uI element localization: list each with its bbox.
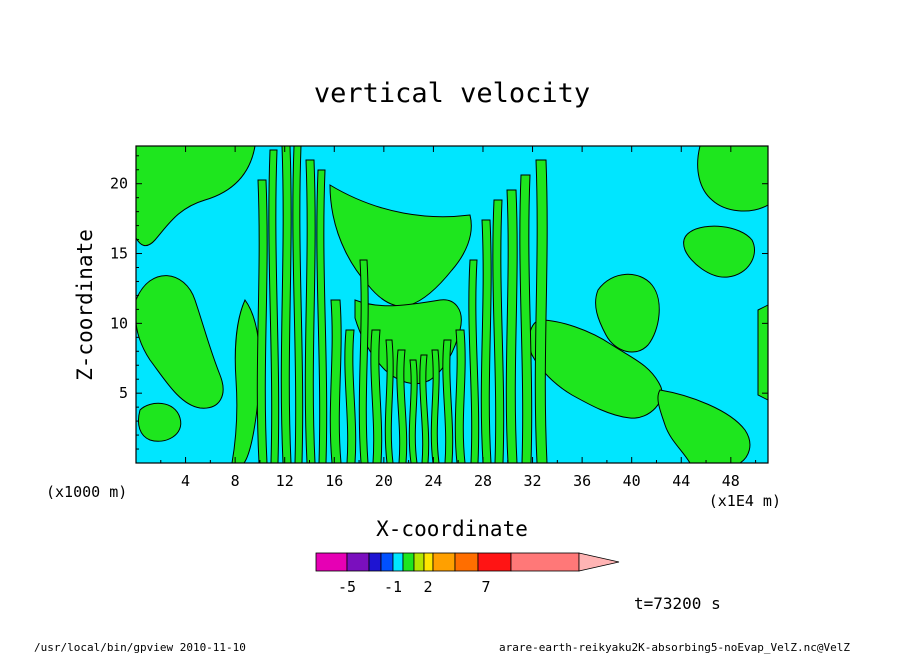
x-axis-title: X-coordinate: [376, 517, 528, 541]
positive-band: [480, 219, 492, 463]
colorbar-cell: [432, 552, 456, 572]
positive-band: [344, 329, 357, 463]
field-positive-regions: [136, 146, 768, 463]
x-tick-label: 44: [672, 472, 690, 490]
positive-band: [454, 329, 466, 463]
x-ticks: 4 8 12 16 20 24 28 32 36 40 44 48: [160, 146, 757, 490]
plot-frame: [135, 145, 769, 464]
colorbar-cell: [392, 552, 404, 572]
positive-band: [316, 169, 328, 463]
x-tick-label: 36: [573, 472, 591, 490]
y-tick-label: 15: [110, 245, 128, 263]
positive-region: [528, 319, 663, 419]
x-tick-label: 48: [722, 472, 740, 490]
positive-band: [329, 299, 342, 463]
positive-band: [370, 329, 383, 463]
y-tick-label: 5: [119, 384, 128, 402]
positive-band: [442, 339, 454, 463]
colorbar-label: 7: [481, 578, 490, 596]
colorbar-cell: [477, 552, 512, 572]
x-tick-label: 24: [424, 472, 442, 490]
x-tick-label: 32: [524, 472, 542, 490]
y-axis-title: Z-coordinate: [73, 229, 97, 381]
positive-band: [534, 159, 548, 463]
y-tick-label: 10: [110, 314, 128, 332]
positive-band: [519, 174, 533, 463]
x-tick-label: 28: [474, 472, 492, 490]
x-tick-label: 12: [276, 472, 294, 490]
x-tick-label: 16: [325, 472, 343, 490]
positive-band: [292, 146, 304, 463]
positive-band: [396, 349, 408, 463]
colorbar-cell: [402, 552, 415, 572]
plot-area: [136, 146, 768, 463]
colorbar-label: 2: [423, 578, 432, 596]
x-tick-label: 8: [231, 472, 240, 490]
positive-region: [136, 275, 224, 409]
colorbar-cell: [315, 552, 348, 572]
colorbar-cell: [413, 552, 425, 572]
positive-region: [697, 146, 768, 212]
positive-band: [492, 199, 505, 463]
footer-left: /usr/local/bin/gpview 2010-11-10: [34, 641, 246, 654]
colorbar-cell: [423, 552, 434, 572]
positive-region: [595, 273, 660, 353]
colorbar-label: -1: [384, 578, 402, 596]
footer-right: arare-earth-reikyaku2K-absorbing5-noEvap…: [499, 641, 850, 654]
positive-band: [384, 339, 394, 463]
positive-band: [468, 259, 480, 463]
colorbar-cell: [510, 552, 580, 572]
colorbar-cell: [368, 552, 382, 572]
x-tick-label: 40: [623, 472, 641, 490]
time-label: t=73200 s: [634, 594, 721, 613]
colorbar: [315, 552, 620, 572]
colorbar-cell: [346, 552, 370, 572]
positive-region: [136, 146, 256, 247]
colorbar-labels: -5 -1 2 7: [338, 578, 491, 596]
x-tick-label: 20: [375, 472, 393, 490]
positive-band: [268, 149, 280, 463]
positive-band: [358, 259, 369, 463]
positive-region: [757, 304, 768, 401]
colorbar-cell: [380, 552, 394, 572]
x-tick-label: 4: [181, 472, 190, 490]
x-unit-right: (x1E4 m): [709, 492, 781, 510]
positive-band: [280, 146, 292, 463]
y-tick-label: 20: [110, 175, 128, 193]
positive-band: [408, 359, 418, 463]
positive-region: [137, 402, 182, 442]
chart-title: vertical velocity: [314, 78, 590, 109]
positive-band: [430, 349, 440, 463]
x-unit-left: (x1000 m): [46, 483, 127, 501]
colorbar-arrow: [578, 552, 620, 572]
positive-band: [505, 189, 518, 463]
colorbar-cell: [454, 552, 479, 572]
positive-band: [256, 179, 268, 463]
positive-band: [419, 354, 430, 463]
positive-region: [683, 225, 755, 278]
colorbar-label: -5: [338, 578, 356, 596]
y-ticks: 5 10 15 20: [110, 155, 768, 450]
positive-band: [304, 159, 316, 463]
